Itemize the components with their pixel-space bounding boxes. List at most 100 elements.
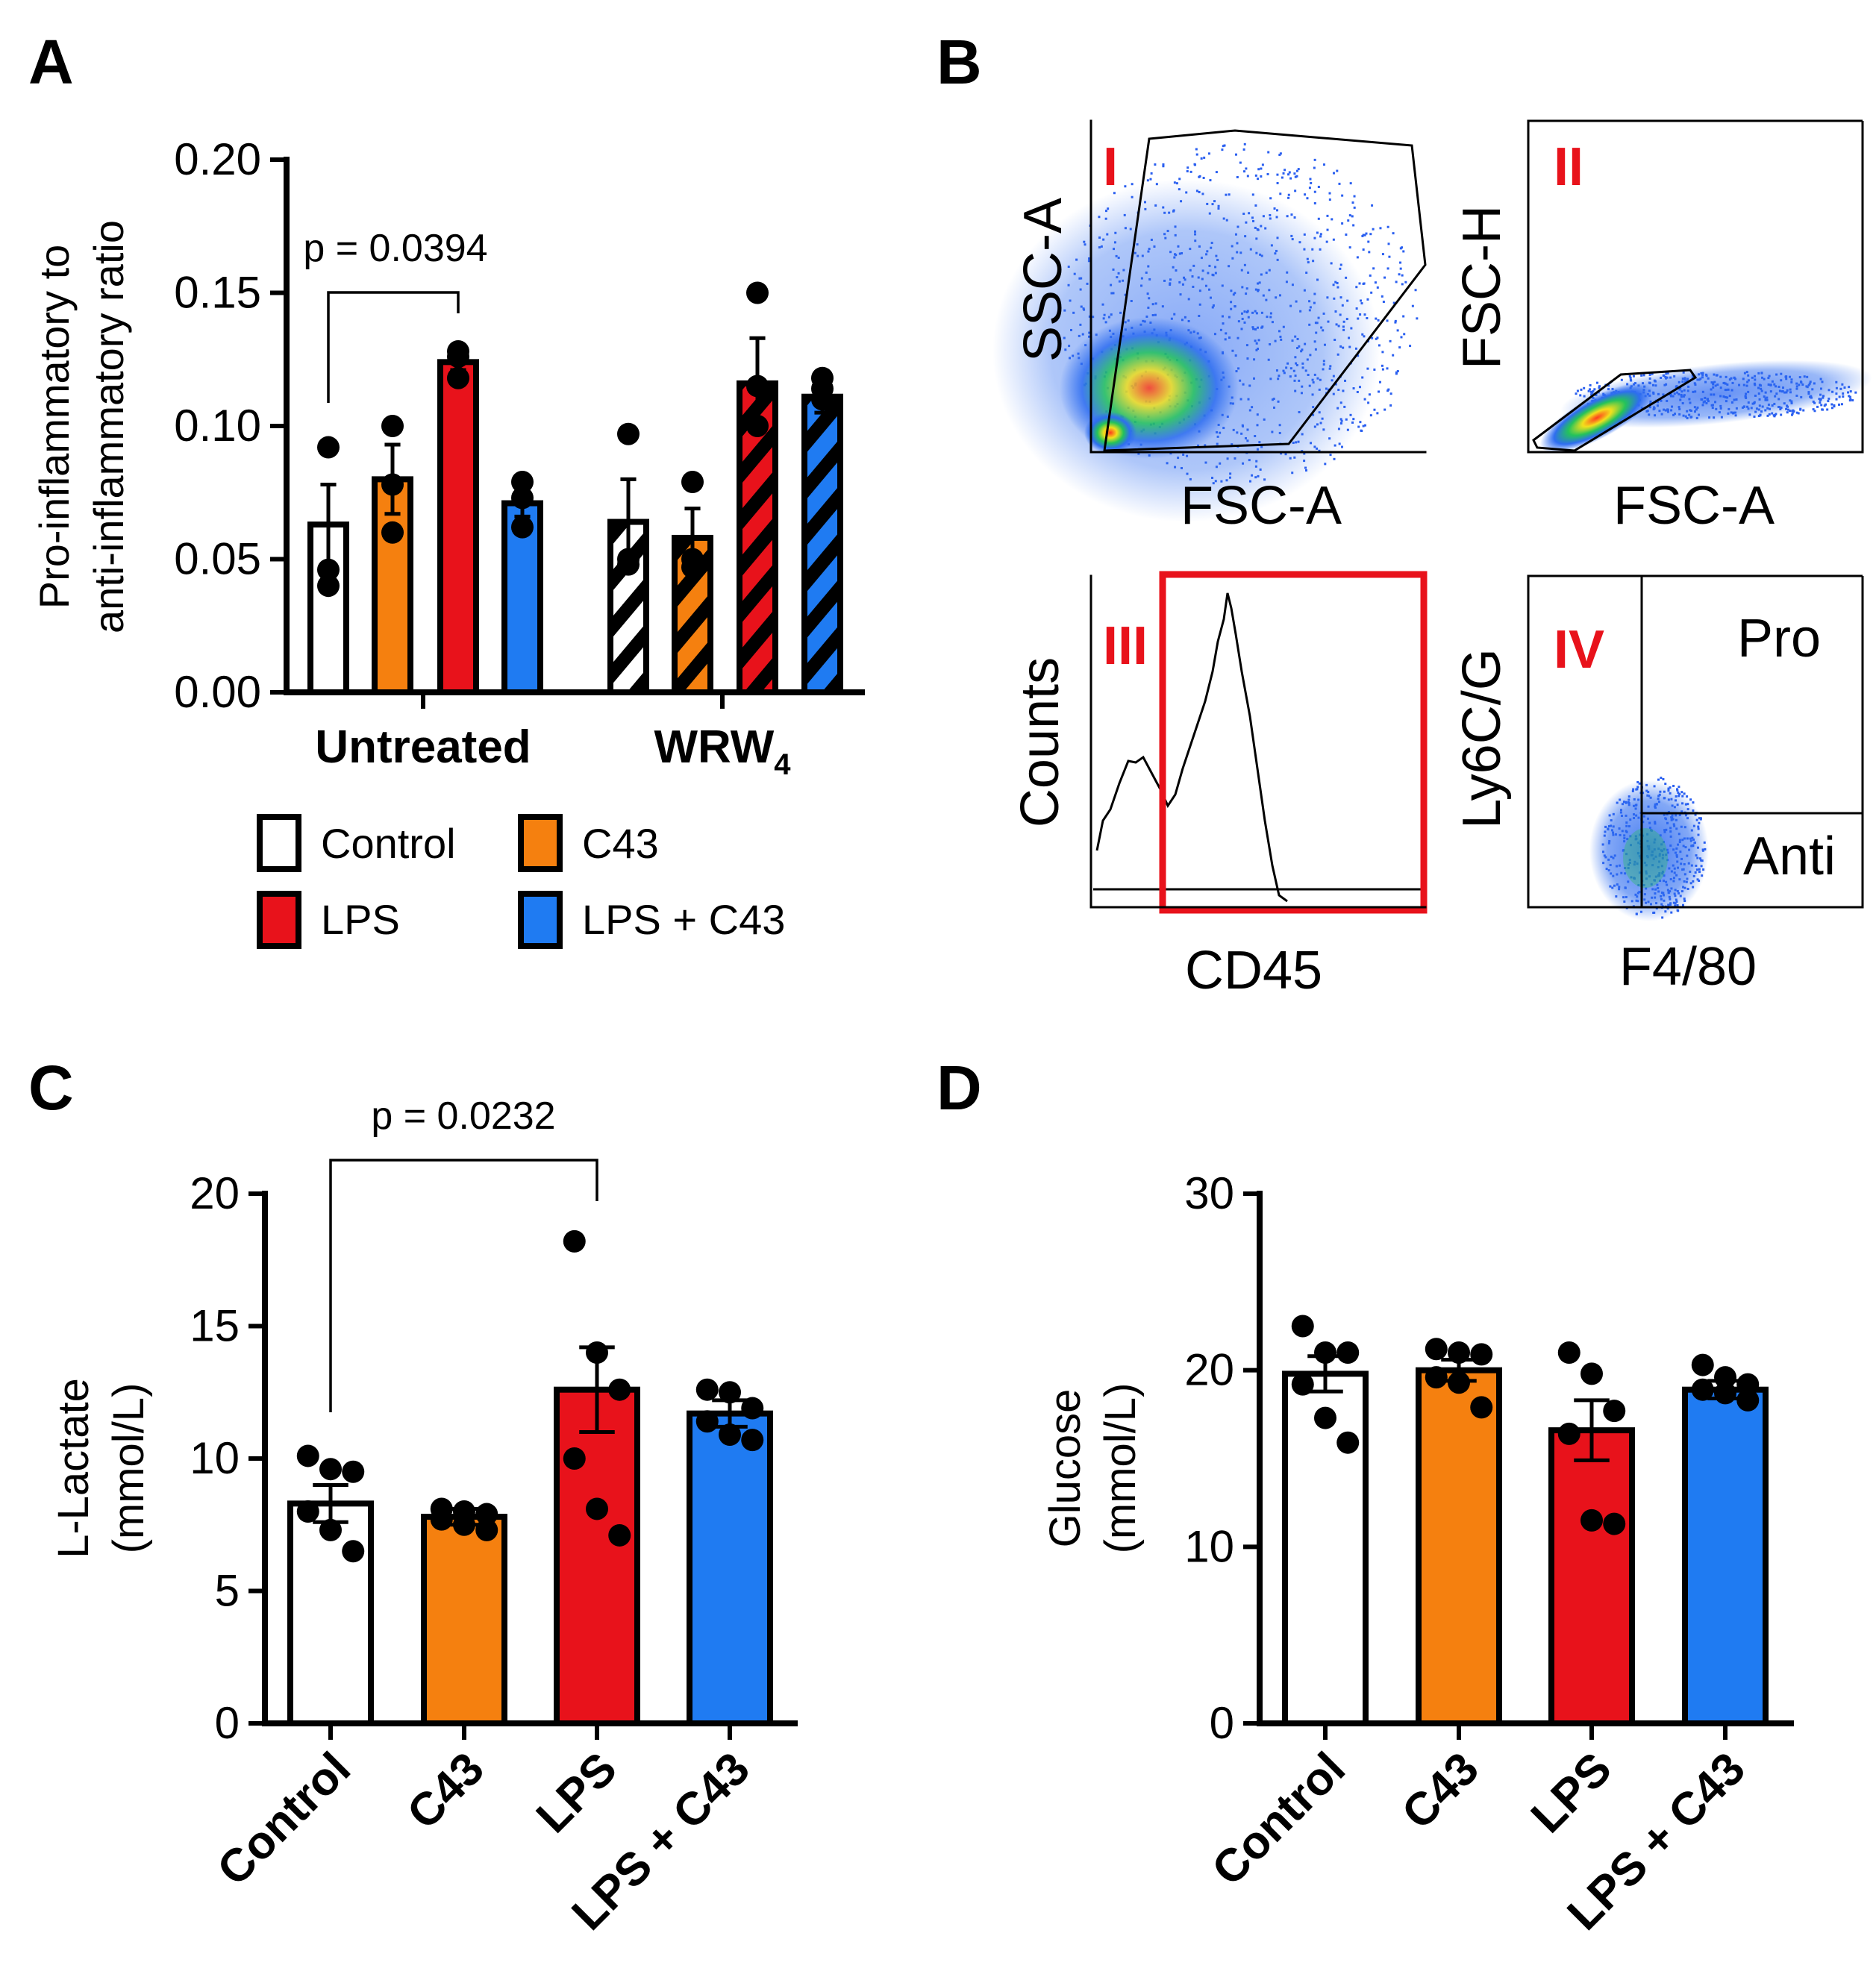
panel-d-point-lps-c43 xyxy=(1736,1373,1760,1396)
flow-plot-i-event xyxy=(1326,214,1329,217)
flow-plot-i-event xyxy=(1386,267,1389,270)
flow-plot-ii-event xyxy=(1802,409,1805,412)
flow-plot-i-event xyxy=(1352,224,1355,227)
panel-d-point-lps-c43 xyxy=(1691,1378,1714,1401)
flow-plot-i-event xyxy=(1313,166,1316,169)
flow-plot-i-event xyxy=(1294,189,1297,192)
flow-plot-i-event xyxy=(1331,218,1333,221)
flow-plot-i-event xyxy=(1317,186,1320,189)
flow-plot-i-event xyxy=(1304,193,1307,196)
flow-plot-i-event xyxy=(1376,412,1379,415)
flow-plot-i-event xyxy=(1395,371,1398,374)
flow-plot-i-event xyxy=(1416,317,1419,320)
flow-plot-ii-event xyxy=(1628,375,1631,378)
flow-plot-i-event xyxy=(1392,232,1395,235)
flow-plot-i-event xyxy=(1295,175,1298,178)
flow-plot-iv-event xyxy=(1657,778,1660,781)
flow-plot-i-event xyxy=(1336,169,1339,172)
panel-c-y-label-line1: L-Lactate xyxy=(49,1378,98,1558)
flow-plot-i-event xyxy=(1215,171,1218,174)
panel-d-point-lps xyxy=(1603,1400,1626,1423)
flow-plot-i-event xyxy=(1202,176,1205,179)
flow-plot-i-event xyxy=(1368,251,1371,254)
flow-plot-i-event xyxy=(1381,364,1383,367)
panel-c-point-lps-c43 xyxy=(741,1429,764,1452)
flow-plot-i-event xyxy=(1377,319,1380,322)
flow-plot-i-event xyxy=(1332,172,1335,175)
legend-swatch-lps-c43 xyxy=(518,891,563,949)
flow-plot-i-event xyxy=(1389,404,1392,407)
flow-plot-i-event xyxy=(1186,170,1189,173)
flow-plot-i-event xyxy=(1313,190,1316,193)
flow-plot-i-event xyxy=(1363,234,1366,236)
panel-d-point-control xyxy=(1291,1373,1314,1396)
flow-plot-i-event xyxy=(1150,172,1153,175)
panel-d-point-c43 xyxy=(1425,1338,1448,1361)
flow-plot-i-event xyxy=(1323,163,1326,166)
panel-c-point-control xyxy=(319,1458,342,1481)
flow-plot-i-event xyxy=(1389,392,1392,395)
flow-plot-i-event xyxy=(1261,163,1264,166)
flow-plot-i-event xyxy=(1341,222,1344,225)
panel-d-y-label: Glucose (mmol/L) xyxy=(1041,1383,1145,1554)
panel-d-bar-lps-c43 xyxy=(1682,1386,1769,1726)
panel-d-point-lps xyxy=(1580,1362,1603,1385)
flow-plot-i-event xyxy=(1394,319,1397,322)
flow-plot-i-event xyxy=(1328,192,1331,195)
panel-a-legend: Control C43 LPS LPS + C43 xyxy=(257,814,785,949)
panel-a-y-tick-label: 0.10 xyxy=(174,401,261,451)
flow-plot-i-event xyxy=(1194,163,1197,166)
flow-plot-i-event xyxy=(1281,176,1284,179)
panel-a-point-wrw-lps xyxy=(746,281,769,304)
panel-a-y-label-line2: anti-inflammatory ratio xyxy=(85,220,132,633)
panel-c-sig-bracket xyxy=(329,1159,598,1412)
flow-plot-iv-roman: IV xyxy=(1554,620,1604,680)
flow-plot-ii-event xyxy=(1632,375,1635,378)
flow-plot-i-event xyxy=(1243,142,1246,145)
flow-plot-i-event xyxy=(1370,291,1373,294)
flow-plot-ii-event xyxy=(1576,389,1579,392)
panel-d-bar-c43 xyxy=(1416,1367,1502,1726)
flow-plot-i-event xyxy=(1260,167,1263,170)
panel-c-x-label-lps: LPS xyxy=(527,1743,627,1843)
panel-c-point-lps-c43 xyxy=(719,1381,741,1404)
flow-plot-i-event xyxy=(1402,250,1405,253)
flow-plot-i-event xyxy=(1345,233,1348,236)
flow-plot-ii-event xyxy=(1825,403,1827,406)
flow-plot-i-event xyxy=(1369,274,1372,277)
panel-c-bar-lps xyxy=(554,1386,640,1726)
flow-plot-i-event xyxy=(1309,178,1312,181)
flow-plot-iii: III CD45 Counts xyxy=(1010,571,1428,1000)
flow-plot-i-event xyxy=(1388,255,1391,258)
panel-a-bar-untreated-lps xyxy=(437,359,479,695)
flow-plot-i-event xyxy=(1378,390,1381,393)
flow-plot-i-event xyxy=(1245,167,1248,170)
flow-plot-i-event xyxy=(1326,228,1329,231)
panel-c-x-label-c43: C43 xyxy=(398,1743,494,1839)
panel-c-point-control xyxy=(296,1444,319,1467)
flow-plot-i-event xyxy=(1409,345,1412,348)
flow-plot-i-event xyxy=(1209,179,1212,182)
flow-plot-i-event xyxy=(1414,289,1417,292)
flow-plot-i-event xyxy=(1289,177,1292,180)
flow-plot-i-event xyxy=(1374,281,1377,284)
panel-a-point-wrw-c43 xyxy=(681,470,704,493)
flow-plot-i-event xyxy=(1287,173,1290,176)
panel-a-y-tick-label: 0.00 xyxy=(174,667,261,717)
flow-plot-i-event xyxy=(1399,267,1402,270)
flow-plot-i-event xyxy=(1279,152,1282,155)
panel-c-point-lps-c43 xyxy=(741,1397,764,1420)
flow-plot-i-event xyxy=(1404,281,1407,283)
panel-c-p-value: p = 0.0232 xyxy=(371,1094,555,1138)
flow-plot-ii-core xyxy=(1539,383,1654,453)
flow-plot-i-event xyxy=(1411,304,1414,307)
flow-plot-i-event xyxy=(1195,153,1198,156)
flow-plot-i-event xyxy=(1260,175,1263,178)
flow-plot-i-event xyxy=(1154,163,1157,166)
flow-plot-iv-event xyxy=(1678,786,1680,789)
flow-plot-i-event xyxy=(1386,319,1389,322)
flow-plot-ii-event xyxy=(1797,412,1800,415)
flow-plot-i-roman: I xyxy=(1103,137,1118,197)
